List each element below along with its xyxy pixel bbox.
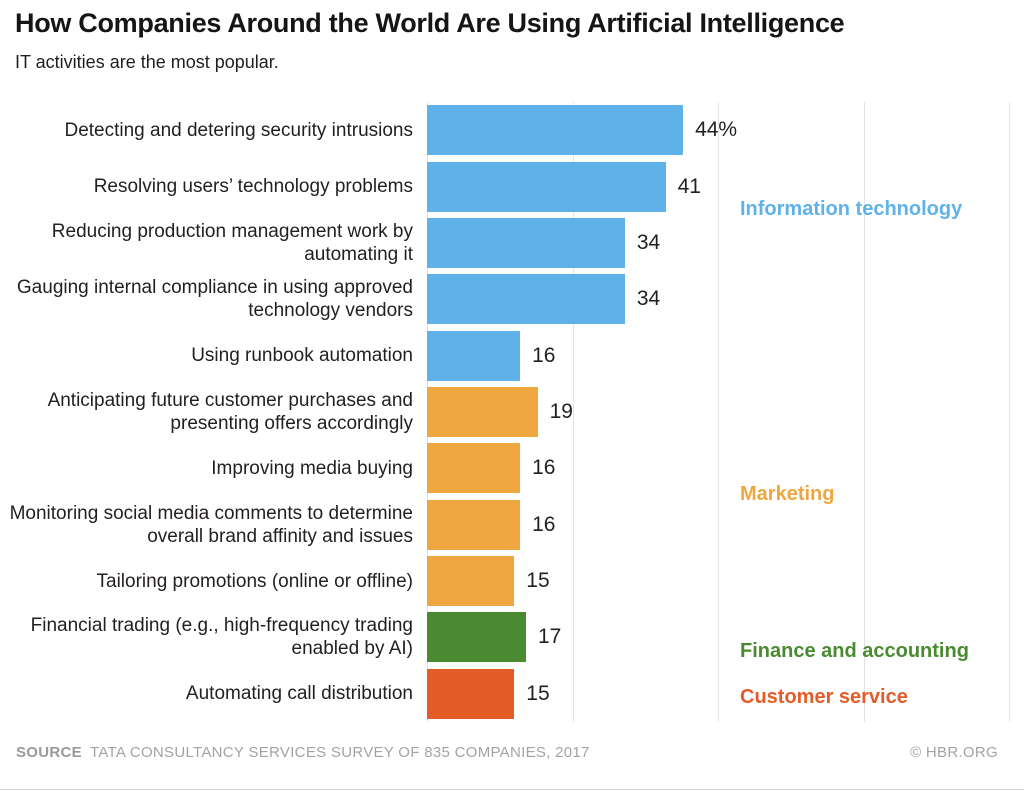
bar: [427, 612, 526, 663]
chart-subtitle: IT activities are the most popular.: [15, 52, 279, 72]
bar: [427, 161, 666, 212]
bar: [427, 443, 521, 494]
bar-label: Anticipating future customer purchases a…: [47, 389, 413, 434]
gridline-25: [572, 102, 574, 722]
bar: [427, 668, 515, 719]
bar-label: Gauging internal compliance in using app…: [16, 277, 413, 322]
bar-row: Tailoring promotions (online or offline)…: [0, 553, 1024, 609]
footer-divider: [0, 789, 1024, 790]
bar-row: Automating call distribution 15: [0, 666, 1024, 722]
bar-value: 44%: [695, 118, 738, 142]
bar: [427, 499, 521, 550]
bar-row: Reducing production management work by a…: [0, 215, 1024, 271]
category-label-finance-and-accounting: Finance and accounting: [740, 640, 969, 662]
bar: [427, 217, 625, 268]
source-label: SOURCE: [16, 744, 82, 761]
bar-row: Improving media buying 16: [0, 440, 1024, 496]
bar: [427, 274, 625, 325]
bar-chart: Detecting and detering security intrusio…: [0, 102, 1024, 722]
bar-value: 34: [636, 287, 661, 311]
credit-text: © HBR.ORG: [910, 744, 998, 761]
bar-label: Using runbook automation: [191, 345, 413, 367]
bar-value: 15: [526, 569, 550, 593]
bar-label: Financial trading (e.g., high-frequency …: [30, 615, 413, 660]
bar-value: 16: [532, 512, 556, 536]
bar-rows: Detecting and detering security intrusio…: [0, 102, 1024, 722]
bar-value: 41: [677, 174, 701, 198]
bar-row: Monitoring social media comments to dete…: [0, 497, 1024, 553]
footer: SOURCE TATA CONSULTANCY SERVICES SURVEY O…: [16, 744, 998, 761]
bar: [427, 386, 538, 437]
bar-value: 16: [532, 456, 556, 480]
bar-label: Tailoring promotions (online or offline): [96, 570, 413, 592]
bar-label: Resolving users’ technology problems: [93, 176, 413, 198]
bar-row: Resolving users’ technology problems 41: [0, 158, 1024, 214]
bar-row: Detecting and detering security intrusio…: [0, 102, 1024, 158]
source-line: SOURCE TATA CONSULTANCY SERVICES SURVEY O…: [16, 744, 590, 761]
bar-value: 15: [526, 681, 550, 705]
bar-value: 34: [636, 230, 661, 254]
bar-row: Using runbook automation 16: [0, 327, 1024, 383]
bar-value: 16: [532, 343, 556, 367]
bar: [427, 556, 515, 607]
bar: [427, 105, 684, 156]
bar-value: 19: [549, 399, 573, 423]
bar-row: Anticipating future customer purchases a…: [0, 384, 1024, 440]
bar-row: Gauging internal compliance in using app…: [0, 271, 1024, 327]
bar-row: Financial trading (e.g., high-frequency …: [0, 609, 1024, 665]
gridline-75: [863, 102, 865, 722]
bar: [427, 330, 521, 381]
source-text: TATA CONSULTANCY SERVICES SURVEY OF 835 …: [89, 744, 590, 761]
bar-label: Monitoring social media comments to dete…: [9, 502, 413, 547]
bar-value: 17: [537, 625, 562, 649]
bar-label: Improving media buying: [211, 457, 413, 479]
bar-label: Reducing production management work by a…: [51, 220, 413, 265]
chart-title: How Companies Around the World Are Using…: [15, 8, 845, 38]
category-label-information-technology: Information technology: [740, 198, 963, 220]
gridline-50: [718, 102, 719, 722]
gridline-100: [1009, 102, 1010, 722]
category-label-customer-service: Customer service: [740, 686, 908, 708]
category-label-marketing: Marketing: [740, 483, 835, 505]
bar-label: Automating call distribution: [185, 683, 413, 705]
bar-label: Detecting and detering security intrusio…: [64, 119, 413, 141]
